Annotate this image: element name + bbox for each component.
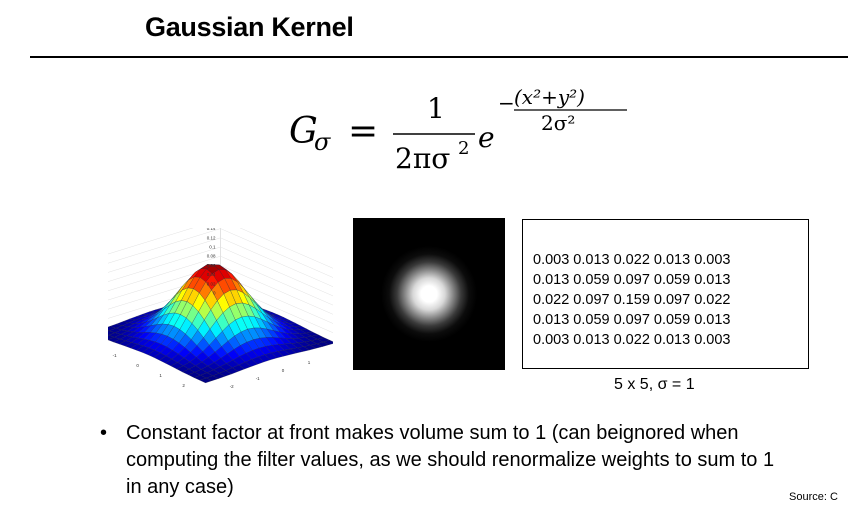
plot-tick-label: 0.04 (207, 272, 216, 277)
formula-exp-numerator: (x²+y²) (514, 85, 585, 109)
surface-patch (199, 377, 213, 384)
kernel-caption: 5 x 5, σ = 1 (614, 376, 695, 393)
kernel-cell: 0.059 (573, 312, 610, 328)
plot-gridline (108, 255, 333, 306)
plot-tick-label: 0.1 (209, 245, 216, 250)
kernel-cell: 0.022 (533, 292, 570, 308)
kernel-cell: 0.003 (694, 332, 731, 348)
kernel-cell: 0.013 (533, 312, 570, 328)
formula-numerator: 1 (427, 92, 445, 125)
plot-gridline (108, 228, 333, 278)
plot-gridline (108, 228, 333, 269)
formula-denominator: 2πσ (395, 142, 450, 175)
kernel-row: 0.013 0.059 0.097 0.059 0.013 (533, 310, 734, 330)
formula-exp-denominator: 2σ² (541, 111, 575, 135)
plot-tick-label: 0 (282, 368, 285, 373)
plot-gridline (108, 265, 333, 315)
gaussian-blur-image (353, 218, 505, 370)
plot-gridline (108, 237, 333, 287)
plot-tick-label: -1 (256, 376, 260, 381)
kernel-row: 0.013 0.059 0.097 0.059 0.013 (533, 270, 734, 290)
kernel-cell: 0.013 (573, 332, 610, 348)
kernel-cell: 0.003 (533, 332, 570, 348)
plot-tick-label: 0.08 (207, 254, 216, 259)
kernel-cell: 0.097 (653, 292, 691, 308)
kernel-cell: 0.097 (573, 292, 610, 308)
kernel-row: 0.022 0.097 0.159 0.097 0.022 (533, 290, 734, 310)
kernel-cell: 0.022 (613, 252, 650, 268)
plot-tick-label: 0 (213, 291, 216, 296)
plot-tick-label: -2 (230, 384, 234, 388)
plot-tick-label: 0.02 (207, 281, 216, 286)
kernel-cell: 0.013 (573, 252, 610, 268)
source-note: Source: C (789, 491, 838, 503)
bullet-item: • Constant factor at front makes volume … (100, 420, 790, 501)
plot-tick-label: -1 (113, 353, 117, 358)
formula-lhs: G (289, 111, 318, 152)
plot-tick-label: 1 (308, 360, 311, 365)
kernel-cell: 0.097 (613, 312, 650, 328)
formula-exp-minus: − (498, 91, 515, 115)
plot-tick-label: 0 (136, 363, 139, 368)
bullet-list: • Constant factor at front makes volume … (100, 420, 790, 501)
kernel-cell: 0.013 (533, 272, 570, 288)
kernel-cell: 0.003 (533, 252, 570, 268)
kernel-matrix: 0.003 0.013 0.022 0.013 0.003 0.013 0.059 0.097… (533, 250, 734, 350)
bullet-icon: • (100, 422, 108, 444)
plot-tick-label: 0.06 (207, 263, 216, 268)
kernel-cell: 0.013 (694, 272, 731, 288)
gaussian-formula: G σ = 1 2πσ 2 e − (x²+y²) 2σ² (289, 85, 627, 175)
formula-exp-base: e (478, 121, 495, 154)
kernel-cell: 0.059 (653, 312, 691, 328)
kernel-cell: 0.022 (694, 292, 731, 308)
bullet-text: Constant factor at front makes volume su… (126, 422, 775, 498)
kernel-cell: 0.013 (653, 332, 691, 348)
plot-tick-label: 0.14 (207, 228, 216, 231)
plot-tick-label: 1 (159, 373, 162, 378)
kernel-cell: 0.022 (613, 332, 650, 348)
kernel-cell: 0.097 (613, 272, 650, 288)
kernel-matrix-box: 0.003 0.013 0.022 0.013 0.003 0.013 0.059 0.097… (522, 219, 809, 369)
kernel-cell: 0.059 (653, 272, 691, 288)
plot-tick-label: 0.12 (207, 235, 216, 240)
kernel-cell: 0.013 (694, 312, 731, 328)
kernel-cell: 0.013 (653, 252, 691, 268)
plot-tick-label: 2 (182, 383, 185, 388)
kernel-cell: 0.003 (694, 252, 731, 268)
slide-title: Gaussian Kernel (145, 12, 354, 42)
kernel-cell: 0.059 (573, 272, 610, 288)
kernel-row: 0.003 0.013 0.022 0.013 0.003 (533, 250, 734, 270)
title-divider (30, 56, 848, 58)
plot-gridline (108, 246, 333, 297)
kernel-row: 0.003 0.013 0.022 0.013 0.003 (533, 330, 734, 350)
kernel-cell: 0.159 (613, 292, 650, 308)
gaussian-surface-plot: 0.160.140.120.10.080.060.040.020-2-1012-… (108, 228, 333, 388)
formula-lhs-subscript: σ (314, 128, 331, 156)
formula-equals: = (348, 111, 378, 152)
formula-denominator-exponent: 2 (458, 138, 469, 159)
